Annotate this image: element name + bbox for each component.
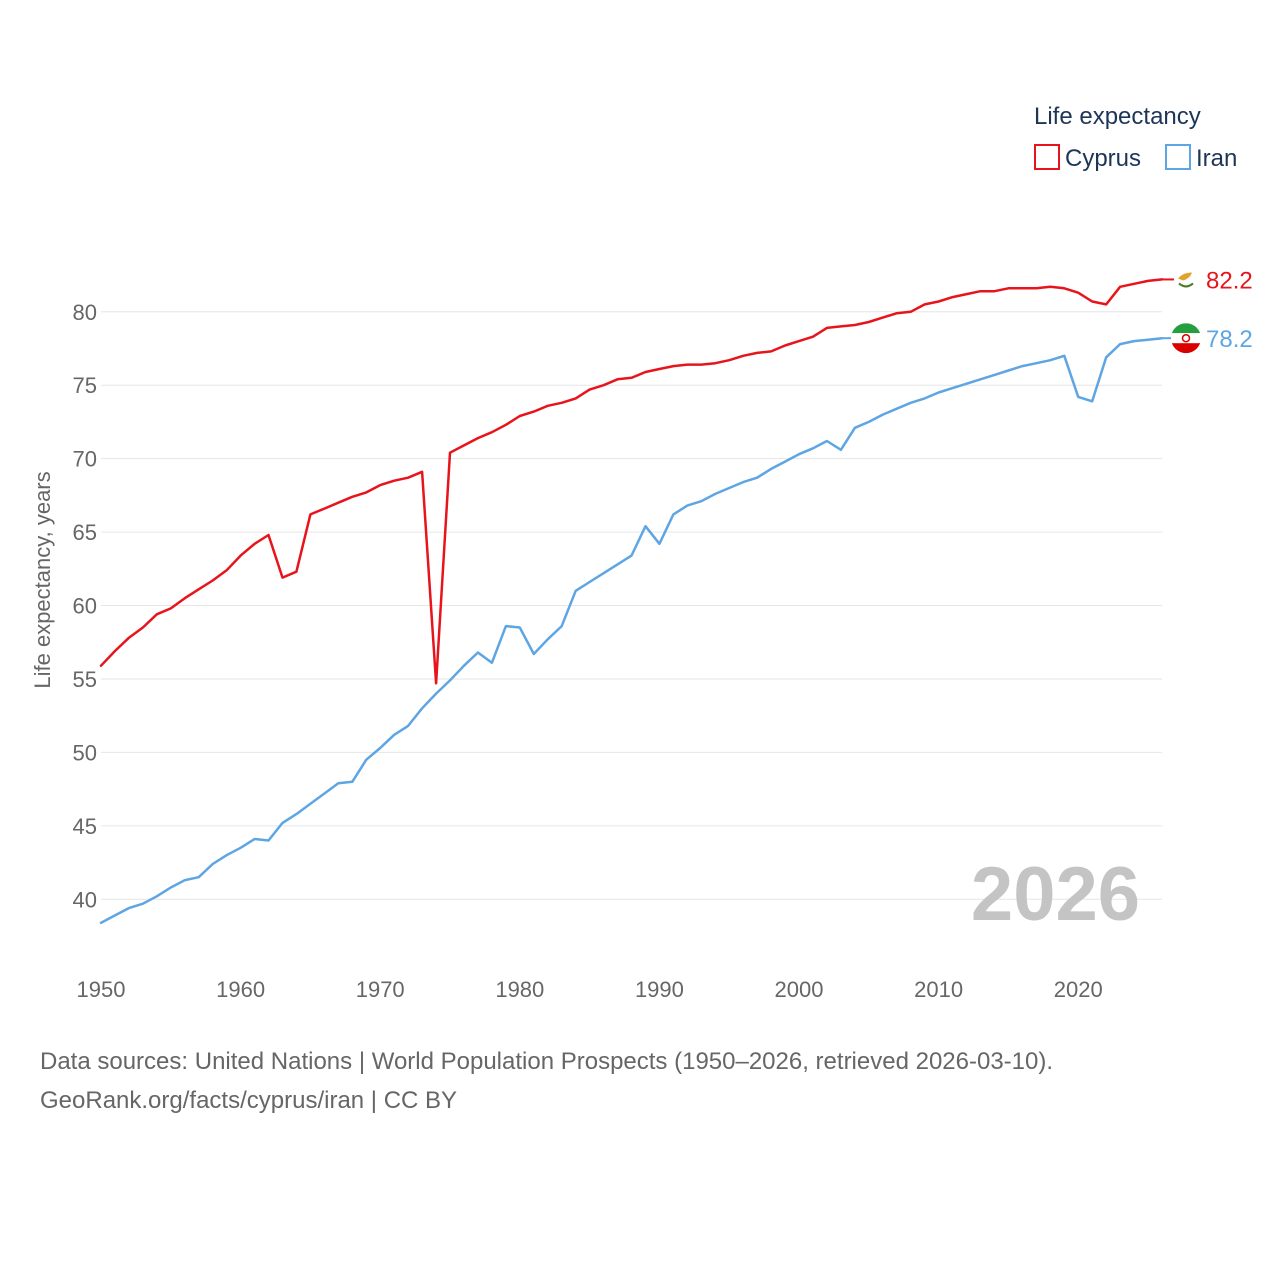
x-tick-label: 1970 <box>356 977 405 1002</box>
end-markers: 82.2 78.2 <box>1162 267 1253 354</box>
iran-flag-icon <box>1162 323 1201 354</box>
series-lines <box>99 278 1164 925</box>
legend-label-iran: Iran <box>1196 145 1237 172</box>
legend: Life expectancy Cyprus Iran <box>1034 103 1237 172</box>
y-tick-label: 40 <box>73 887 97 912</box>
x-tick-label: 2010 <box>914 977 963 1002</box>
x-tick-label: 1960 <box>216 977 265 1002</box>
y-tick-label: 65 <box>73 520 97 545</box>
x-tick-label: 1990 <box>635 977 684 1002</box>
legend-swatch-iran <box>1165 144 1191 170</box>
x-axis-ticks: 1950 1960 1970 1980 1990 2000 2010 2020 <box>77 977 1103 1002</box>
y-tick-label: 50 <box>73 740 97 765</box>
x-tick-label: 2000 <box>775 977 824 1002</box>
source-footer: Data sources: United Nations | World Pop… <box>40 1042 1053 1120</box>
y-tick-label: 55 <box>73 667 97 692</box>
grid-lines <box>101 311 1162 900</box>
line-chart: 40 45 50 55 60 65 70 75 80 1950 1960 1970 1980 1990 2… <box>30 103 1253 1002</box>
cyprus-flag-icon <box>1162 267 1198 292</box>
series-line-iran <box>99 336 1164 925</box>
end-value-label-cyprus: 82.2 <box>1206 267 1253 294</box>
x-tick-label: 1980 <box>495 977 544 1002</box>
source-text: Data sources: United Nations | World Pop… <box>40 1048 1054 1075</box>
y-axis-label: Life expectancy, years <box>30 471 55 688</box>
y-tick-label: 75 <box>73 373 97 398</box>
legend-swatch-cyprus <box>1034 144 1060 170</box>
y-tick-label: 60 <box>73 594 97 619</box>
legend-label-cyprus: Cyprus <box>1065 145 1141 172</box>
license-text: GeoRank.org/facts/cyprus/iran | CC BY <box>40 1087 458 1114</box>
y-tick-label: 80 <box>73 300 97 325</box>
legend-title: Life expectancy <box>1034 103 1201 130</box>
x-tick-label: 1950 <box>77 977 126 1002</box>
x-tick-label: 2020 <box>1054 977 1103 1002</box>
y-tick-label: 70 <box>73 447 97 472</box>
end-value-label-iran: 78.2 <box>1206 326 1253 353</box>
y-axis-ticks: 40 45 50 55 60 65 70 75 80 <box>73 300 97 913</box>
y-tick-label: 45 <box>73 814 97 839</box>
year-label: 2026 <box>971 852 1140 937</box>
series-line-cyprus <box>99 278 1164 685</box>
